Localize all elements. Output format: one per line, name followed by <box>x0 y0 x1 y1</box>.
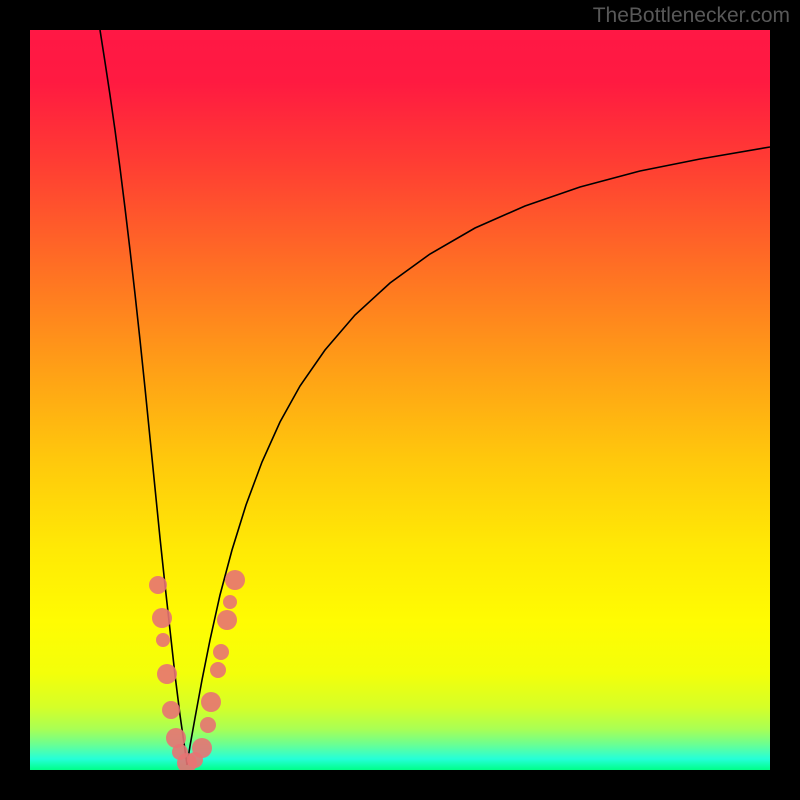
data-marker <box>217 610 237 630</box>
data-marker <box>225 570 245 590</box>
data-marker <box>201 692 221 712</box>
data-marker <box>223 595 237 609</box>
plot-background <box>30 30 770 770</box>
data-marker <box>157 664 177 684</box>
data-marker <box>152 608 172 628</box>
bottleneck-chart: TheBottlenecker.com <box>0 0 800 800</box>
data-marker <box>210 662 226 678</box>
data-marker <box>162 701 180 719</box>
data-marker <box>156 633 170 647</box>
chart-canvas <box>0 0 800 800</box>
watermark-label: TheBottlenecker.com <box>593 4 790 28</box>
data-marker <box>213 644 229 660</box>
data-marker <box>192 738 212 758</box>
data-marker <box>149 576 167 594</box>
data-marker <box>200 717 216 733</box>
